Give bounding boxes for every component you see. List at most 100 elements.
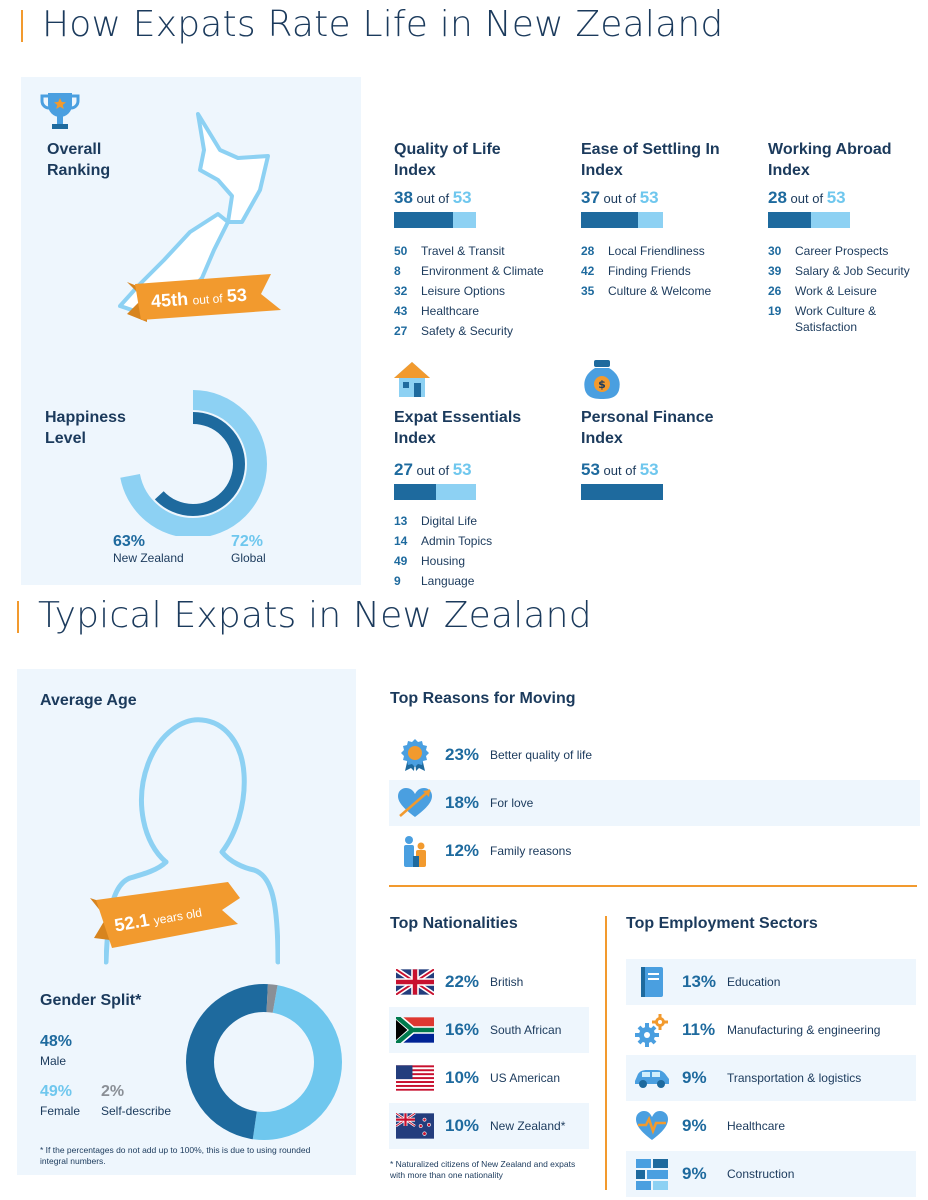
subindex-label: Housing xyxy=(421,554,466,568)
subindex-label: Digital Life xyxy=(421,514,478,528)
subindex-rank: 8 xyxy=(394,264,401,278)
sector-percent: 9% xyxy=(682,1068,707,1087)
book-icon xyxy=(632,966,672,998)
working-abroad-title: Working Abroad Index xyxy=(768,141,892,179)
subindex-rank: 28 xyxy=(581,244,595,258)
quality-of-life-score: 38 out of 53 xyxy=(394,188,472,207)
personal-finance-title: Personal Finance Index xyxy=(581,409,714,447)
subindex-item: 32 Leisure Options xyxy=(394,284,574,299)
expat-essentials-score: 27 out of 53 xyxy=(394,460,472,479)
overall-rank-total: 53 xyxy=(226,284,248,307)
overall-rank-ribbon: 45th out of 53 xyxy=(121,270,283,326)
subindex-label: Travel & Transit xyxy=(421,244,505,258)
subindex-rank: 13 xyxy=(394,514,408,528)
subindex-label: Admin Topics xyxy=(421,534,493,548)
heart-arrow-icon xyxy=(395,786,435,820)
subindex-rank xyxy=(768,320,795,335)
top-sectors-title: Top Employment Sectors xyxy=(626,915,818,932)
subindex-rank: 49 xyxy=(394,554,408,568)
money-bag-icon: $ xyxy=(583,358,621,405)
sector-percent: 9% xyxy=(682,1116,707,1135)
quality-of-life-bar xyxy=(394,212,476,228)
reasons-divider xyxy=(389,885,917,887)
subindex-item: 30 Career Prospects xyxy=(768,244,923,259)
subindex-label: Finding Friends xyxy=(608,264,691,278)
subindex-item: 39 Salary & Job Security xyxy=(768,264,923,279)
subindex-rank: 26 xyxy=(768,284,782,298)
subindex-label: Language xyxy=(421,574,475,588)
nationality-label: South African xyxy=(490,1023,562,1037)
sector-row: 9% Healthcare xyxy=(626,1103,916,1149)
nationality-label: US American xyxy=(490,1071,561,1085)
sector-label: Transportation & logistics xyxy=(727,1071,862,1085)
subindex-label: Culture & Welcome xyxy=(608,284,712,298)
nationality-row: 22% British xyxy=(389,959,589,1005)
nz-flag-icon xyxy=(395,1113,435,1139)
subindex-rank: 19 xyxy=(768,304,782,318)
happiness-chart xyxy=(115,386,275,541)
title-accent-bar xyxy=(21,10,23,42)
subindex-rank: 39 xyxy=(768,264,782,278)
subindex-rank: 9 xyxy=(394,574,401,588)
subindex-item: 19 Work Culture & xyxy=(768,304,923,319)
personal-finance-score: 53 out of 53 xyxy=(581,460,659,479)
reason-row: 23% Better quality of life xyxy=(389,732,920,778)
happiness-global-stat: 72% Global xyxy=(231,533,266,565)
overview-panel xyxy=(21,77,361,585)
subindex-label: Safety & Security xyxy=(421,324,514,338)
reason-percent: 23% xyxy=(445,745,480,764)
gender-footnote: * If the percentages do not add up to 10… xyxy=(40,1145,311,1166)
overall-rank-value: 45th xyxy=(150,288,189,312)
us-flag-icon xyxy=(395,1065,435,1091)
sector-label: Manufacturing & engineering xyxy=(727,1023,881,1037)
expat-essentials-title: Expat Essentials Index xyxy=(394,409,522,447)
gender-female-stat: 49% Female xyxy=(40,1083,81,1118)
nationality-percent: 10% xyxy=(445,1116,480,1135)
subindex-label: Leisure Options xyxy=(421,284,506,298)
house-icon xyxy=(392,359,432,404)
subindex-label: Work Culture & xyxy=(795,304,877,318)
happiness-nz-stat: 63% New Zealand xyxy=(113,533,184,565)
reason-percent: 18% xyxy=(445,793,480,812)
sector-label: Education xyxy=(727,975,781,989)
working-abroad-score: 28 out of 53 xyxy=(768,188,846,207)
subindex-label: Work & Leisure xyxy=(795,284,877,298)
car-icon xyxy=(632,1067,672,1089)
ease-of-settling-bar xyxy=(581,212,663,228)
trophy-icon xyxy=(40,90,80,137)
sector-percent: 11% xyxy=(682,1020,716,1039)
reason-label: Better quality of life xyxy=(490,748,593,762)
expat-essentials-list: 13 Digital Life 14 Admin Topics 49 Housing 9 La… xyxy=(394,514,574,594)
subindex-item: 9 Language xyxy=(394,574,574,589)
nationality-percent: 22% xyxy=(445,972,480,991)
subindex-item: 28 Local Friendliness xyxy=(581,244,761,259)
ease-of-settling-title: Ease of Settling In Index xyxy=(581,141,720,179)
nationality-row: 10% US American xyxy=(389,1055,589,1101)
reason-row: 12% Family reasons xyxy=(389,828,920,874)
reason-percent: 12% xyxy=(445,841,480,860)
happiness-global-arc xyxy=(119,390,267,538)
gender-split-label: Gender Split* xyxy=(40,992,142,1009)
subindex-item: 50 Travel & Transit xyxy=(394,244,574,259)
sector-percent: 13% xyxy=(682,972,717,991)
expat-essentials-bar xyxy=(394,484,476,500)
subindex-rank: 14 xyxy=(394,534,408,548)
sector-row: 13% Education xyxy=(626,959,916,1005)
svg-text:$: $ xyxy=(598,378,606,391)
nationality-row: 16% South African xyxy=(389,1007,589,1053)
subindex-label: Environment & Climate xyxy=(421,264,544,278)
sector-row: 9% Transportation & logistics xyxy=(626,1055,916,1101)
subindex-item: 35 Culture & Welcome xyxy=(581,284,761,299)
subindex-label: Satisfaction xyxy=(795,320,858,334)
subindex-item: 14 Admin Topics xyxy=(394,534,574,549)
ribbon-badge-icon xyxy=(395,738,435,772)
bricks-icon xyxy=(632,1158,672,1190)
section1-title: How Expats Rate Life in New Zealand xyxy=(42,4,724,45)
gender-male-segment xyxy=(186,984,342,1140)
gears-icon xyxy=(632,1013,672,1047)
quality-of-life-list: 50 Travel & Transit 8 Environment & Climate… xyxy=(394,244,574,344)
subindex-rank: 35 xyxy=(581,284,595,298)
uk-flag-icon xyxy=(395,969,435,995)
subindex-label: Local Friendliness xyxy=(608,244,705,258)
nationality-label: New Zealand* xyxy=(490,1119,566,1133)
